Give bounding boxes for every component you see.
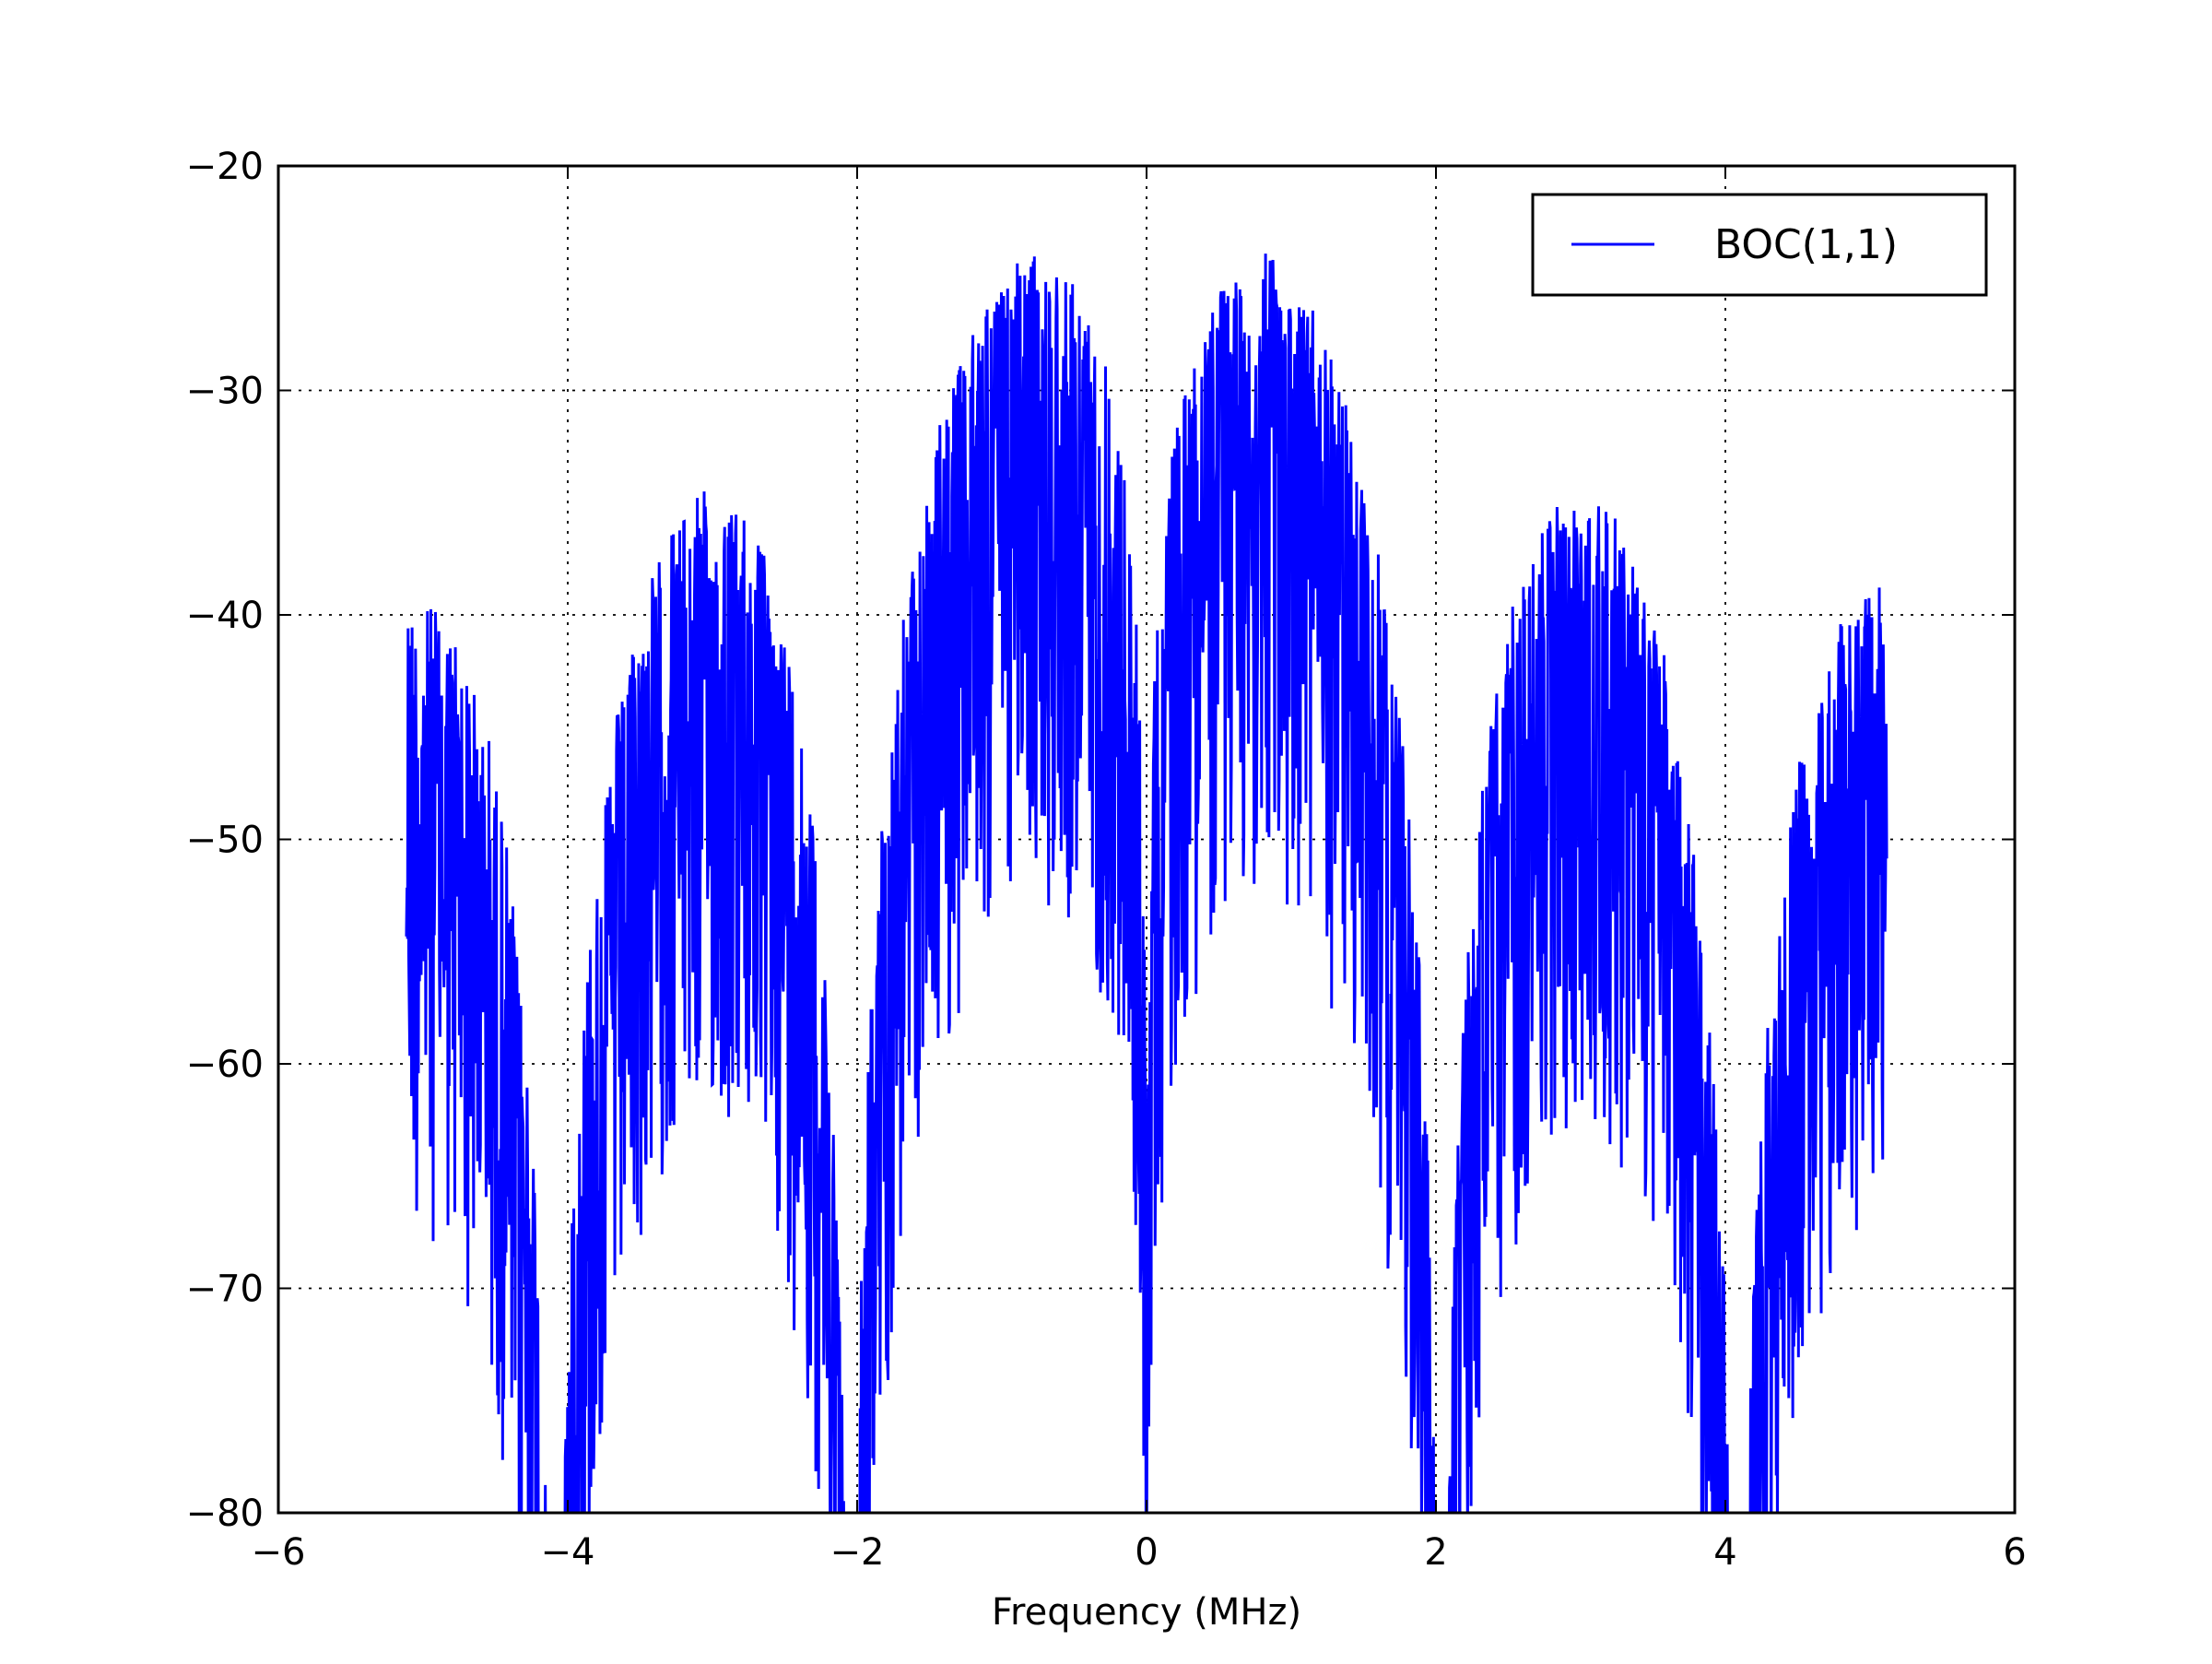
x-tick-label: −2 (830, 1531, 885, 1574)
y-tick-label: −50 (186, 820, 264, 862)
x-tick-label: 2 (1424, 1531, 1447, 1574)
y-tick-label: −40 (186, 595, 264, 637)
y-tick-label: −80 (186, 1493, 264, 1535)
y-tick-label: −20 (186, 146, 264, 188)
y-tick-label: −30 (186, 371, 264, 413)
ticks: −6 −4 −2 0 2 4 6−80−70−60−50−40−30−20 (186, 146, 2027, 1574)
x-tick-label: 6 (2003, 1531, 2026, 1574)
y-tick-label: −70 (186, 1269, 264, 1311)
x-tick-label: −4 (541, 1531, 595, 1574)
x-tick-label: 0 (1135, 1531, 1158, 1574)
legend-label-boc11: BOC(1,1) (1714, 221, 1898, 268)
grid (278, 166, 2015, 1513)
series-layer (405, 254, 1888, 1513)
y-tick-label: −60 (186, 1044, 264, 1086)
x-axis-label: Frequency (MHz) (992, 1591, 1301, 1634)
x-tick-label: −6 (252, 1531, 306, 1574)
x-tick-label: 4 (1713, 1531, 1736, 1574)
legend: BOC(1,1) (1531, 193, 1988, 297)
series-line-boc11 (405, 254, 1888, 1513)
